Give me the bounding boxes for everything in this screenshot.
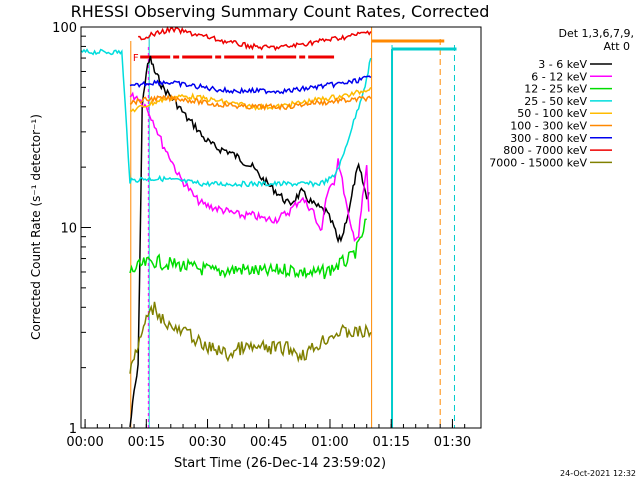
flag-label: F xyxy=(133,53,139,64)
chart-title: RHESSI Observing Summary Count Rates, Co… xyxy=(71,2,490,21)
series-line-5 xyxy=(129,94,372,111)
x-tick-label-2: 00:30 xyxy=(189,435,226,450)
x-tick-label-1: 00:15 xyxy=(128,435,165,450)
x-tick-label-5: 01:15 xyxy=(372,435,409,450)
y-axis: 1 10 100 xyxy=(52,21,91,437)
y-tick-label-1: 10 xyxy=(60,222,77,237)
series-line-7 xyxy=(138,26,372,52)
x-axis-label: Start Time (26-Dec-14 23:59:02) xyxy=(174,456,386,471)
legend-label-6: 300 - 800 keV xyxy=(510,132,587,145)
plot-area: F xyxy=(80,26,457,428)
footer-date: 24-Oct-2021 12:32 xyxy=(560,469,636,478)
legend-label-4: 50 - 100 keV xyxy=(517,107,587,120)
legend-label-5: 100 - 300 keV xyxy=(510,120,587,133)
series-line-8 xyxy=(129,301,372,374)
legend-header-line-1: Det 1,3,6,7,9, xyxy=(558,27,634,40)
legend-label-0: 3 - 6 keV xyxy=(538,58,587,71)
x-tick-label-0: 00:00 xyxy=(66,435,103,450)
series-line-3 xyxy=(80,48,372,188)
legend-label-7: 800 - 7000 keV xyxy=(503,144,587,157)
series-line-0 xyxy=(129,55,370,428)
legend-label-8: 7000 - 15000 keV xyxy=(489,156,587,169)
legend-header-line-2: Att 0 xyxy=(604,40,630,53)
x-axis: 00:00 00:15 00:30 00:45 01:00 01:15 01:30 xyxy=(66,419,471,450)
legend-label-1: 6 - 12 keV xyxy=(531,70,587,83)
legend-label-3: 25 - 50 keV xyxy=(524,95,587,108)
y-tick-label-0: 1 xyxy=(69,422,77,437)
x-tick-label-3: 00:45 xyxy=(250,435,287,450)
series-line-6 xyxy=(129,75,372,95)
x-tick-label-4: 01:00 xyxy=(311,435,348,450)
y-tick-label-2: 100 xyxy=(52,21,77,36)
y-axis-label: Corrected Count Rate (s⁻¹ detector⁻¹) xyxy=(29,114,43,340)
series-line-1 xyxy=(129,91,370,243)
legend-label-2: 12 - 25 keV xyxy=(524,83,587,96)
series-line-2 xyxy=(129,218,367,280)
x-tick-label-6: 01:30 xyxy=(434,435,471,450)
